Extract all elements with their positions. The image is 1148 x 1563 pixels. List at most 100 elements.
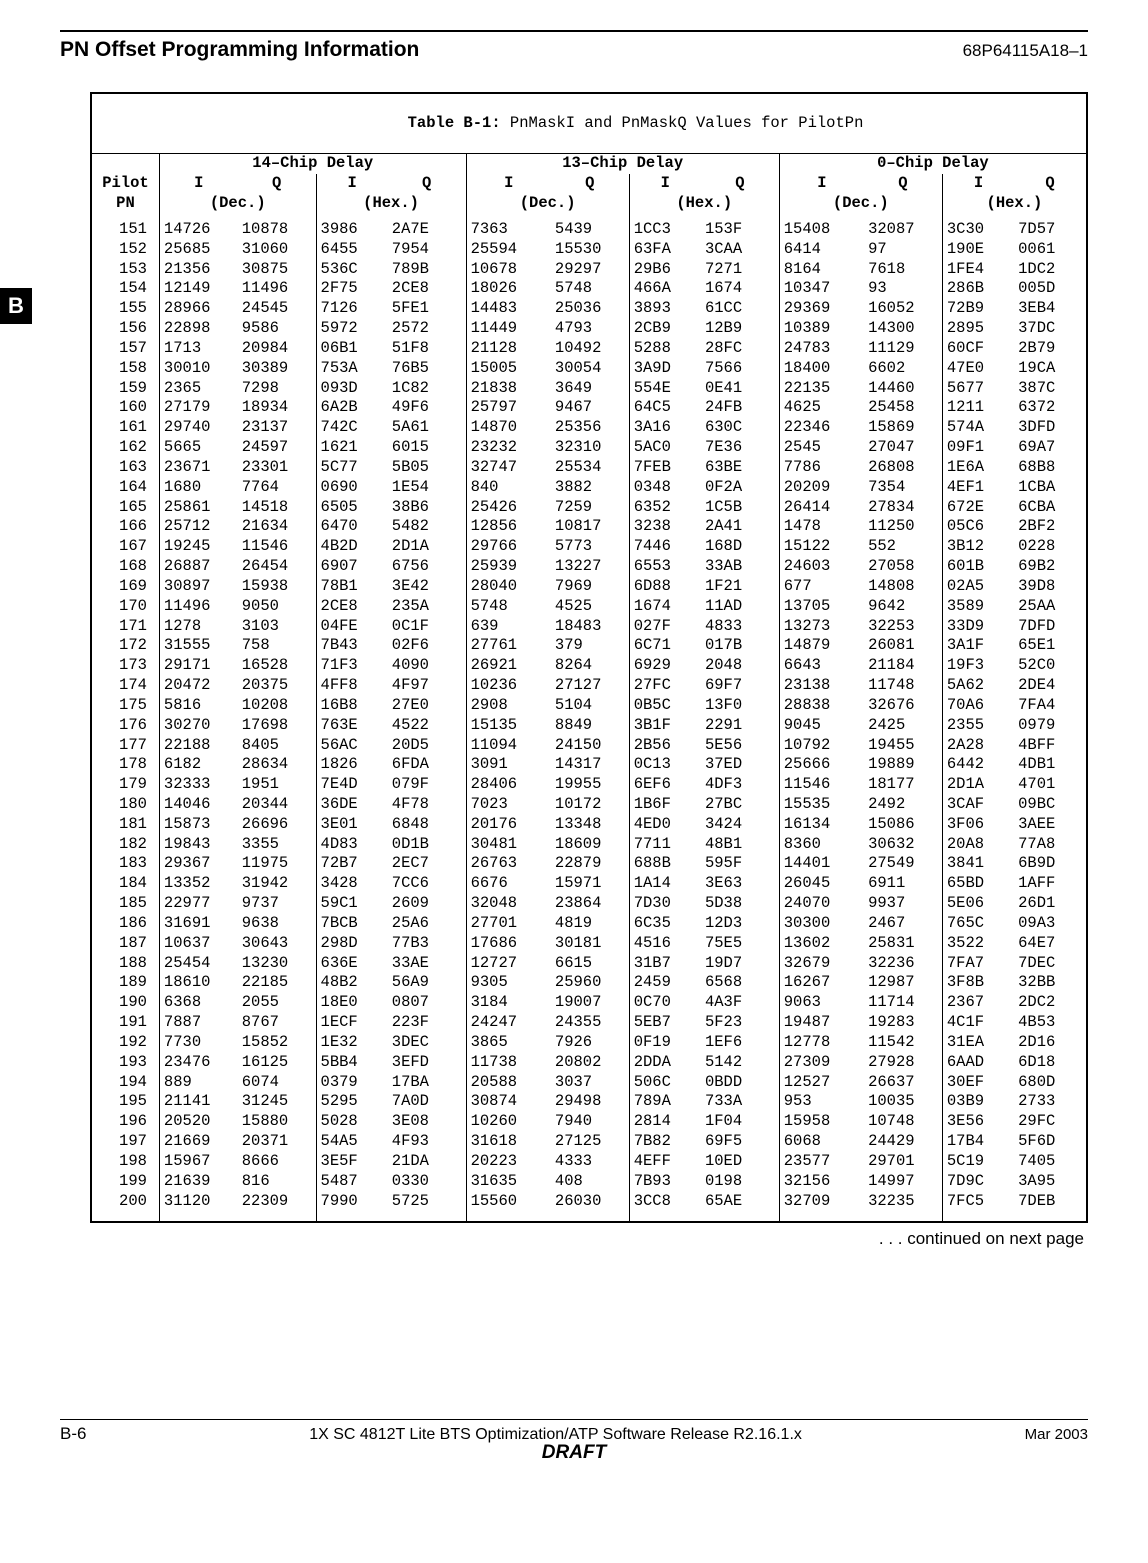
col-q: Q xyxy=(238,174,316,194)
cell: 48B2 xyxy=(316,973,388,993)
cell: 12778 xyxy=(779,1033,864,1053)
cell: 6372 xyxy=(1014,398,1086,418)
cell: 27179 xyxy=(159,398,237,418)
cell: 4625 xyxy=(779,398,864,418)
cell: 3CC8 xyxy=(629,1192,701,1212)
cell: 0F19 xyxy=(629,1033,701,1053)
cell: 5288 xyxy=(629,339,701,359)
cell: 25960 xyxy=(551,973,629,993)
cell: 11496 xyxy=(238,279,316,299)
cell: 48B1 xyxy=(701,835,779,855)
cell: 0690 xyxy=(316,478,388,498)
cell: 28966 xyxy=(159,299,237,319)
cell: 77A8 xyxy=(1014,835,1086,855)
cell: 20375 xyxy=(238,676,316,696)
cell: 636E xyxy=(316,954,388,974)
cell: 1AFF xyxy=(1014,874,1086,894)
cell: 10172 xyxy=(551,795,629,815)
cell: 6911 xyxy=(864,874,942,894)
cell: 30874 xyxy=(466,1092,551,1112)
cell: 6C35 xyxy=(629,914,701,934)
table-row: 15321356 30875 536C 789B 10678 29297 29B… xyxy=(92,260,1086,280)
cell: 31555 xyxy=(159,636,237,656)
cell: 630C xyxy=(701,418,779,438)
cell: 183 xyxy=(92,854,159,874)
cell: 4522 xyxy=(388,716,466,736)
table-row: 1641680 7764 0690 1E54 840 3882 0348 0F2… xyxy=(92,478,1086,498)
unit-dec: (Dec.) xyxy=(466,194,629,214)
cell: 3424 xyxy=(701,815,779,835)
cell: 3589 xyxy=(942,597,1014,617)
cell: 3893 xyxy=(629,299,701,319)
cell: 15958 xyxy=(779,1112,864,1132)
cell: 168 xyxy=(92,557,159,577)
table-row: 1571713 20984 06B1 51F8 21128 10492 5288… xyxy=(92,339,1086,359)
header-rule xyxy=(60,30,1088,32)
table-row: 19620520 15880 5028 3E08 10260 7940 2814… xyxy=(92,1112,1086,1132)
cell: 173 xyxy=(92,656,159,676)
cell: 14870 xyxy=(466,418,551,438)
cell: 3E08 xyxy=(388,1112,466,1132)
table-row: 16027179 18934 6A2B 49F6 25797 9467 64C5… xyxy=(92,398,1086,418)
cell: 31245 xyxy=(238,1092,316,1112)
cell: 02F6 xyxy=(388,636,466,656)
footer: B-6 1X SC 4812T Lite BTS Optimization/AT… xyxy=(60,1419,1088,1444)
cell: 9638 xyxy=(238,914,316,934)
cell: 7D30 xyxy=(629,894,701,914)
cell: 14879 xyxy=(779,636,864,656)
cell: 1E32 xyxy=(316,1033,388,1053)
doc-number: 68P64115A18–1 xyxy=(963,41,1088,61)
cell: 6352 xyxy=(629,498,701,518)
cell: 13348 xyxy=(551,815,629,835)
cell: 15086 xyxy=(864,815,942,835)
group-0chip: 0–Chip Delay xyxy=(779,154,1086,174)
cell: 18400 xyxy=(779,359,864,379)
cell: 184 xyxy=(92,874,159,894)
cell: 167 xyxy=(92,537,159,557)
cell: 2CB9 xyxy=(629,319,701,339)
cell: 22185 xyxy=(238,973,316,993)
cell: 32BB xyxy=(1014,973,1086,993)
cell: 31618 xyxy=(466,1132,551,1152)
cell: 13F0 xyxy=(701,696,779,716)
cell: 1CC3 xyxy=(629,220,701,240)
cell: 09A3 xyxy=(1014,914,1086,934)
footer-date: Mar 2003 xyxy=(1025,1426,1088,1443)
cell: 889 xyxy=(159,1073,237,1093)
cell: 8164 xyxy=(779,260,864,280)
cell: 2DDA xyxy=(629,1053,701,1073)
cell: 14726 xyxy=(159,220,237,240)
cell: 10236 xyxy=(466,676,551,696)
cell: 32310 xyxy=(551,438,629,458)
cell: 185 xyxy=(92,894,159,914)
cell: 2365 xyxy=(159,379,237,399)
cell: 1674 xyxy=(629,597,701,617)
cell: 18483 xyxy=(551,617,629,637)
cell: 2545 xyxy=(779,438,864,458)
cell: 12B9 xyxy=(701,319,779,339)
header-row: PN Offset Programming Information 68P641… xyxy=(60,38,1088,62)
cell: 23476 xyxy=(159,1053,237,1073)
table-row: 17932333 1951 7E4D 079F 28406 19955 6EF6… xyxy=(92,775,1086,795)
cell: 0330 xyxy=(388,1172,466,1192)
cell: 079F xyxy=(388,775,466,795)
cell: 8666 xyxy=(238,1152,316,1172)
cell: 4793 xyxy=(551,319,629,339)
cell: 32679 xyxy=(779,954,864,974)
col-q: Q xyxy=(864,174,942,194)
cell: 554E xyxy=(629,379,701,399)
unit-hex: (Hex.) xyxy=(629,194,779,214)
cell: 6643 xyxy=(779,656,864,676)
cell: 26454 xyxy=(238,557,316,577)
cell: 6015 xyxy=(388,438,466,458)
cell: 2492 xyxy=(864,795,942,815)
table-row: 17420472 20375 4FF8 4F97 10236 27127 27F… xyxy=(92,676,1086,696)
cell: 13602 xyxy=(779,934,864,954)
cell: 1E6A xyxy=(942,458,1014,478)
cell: 9045 xyxy=(779,716,864,736)
cell: 6756 xyxy=(388,557,466,577)
cell: 0C1F xyxy=(388,617,466,637)
cell: 68B8 xyxy=(1014,458,1086,478)
cell: 186 xyxy=(92,914,159,934)
cell: 4B53 xyxy=(1014,1013,1086,1033)
